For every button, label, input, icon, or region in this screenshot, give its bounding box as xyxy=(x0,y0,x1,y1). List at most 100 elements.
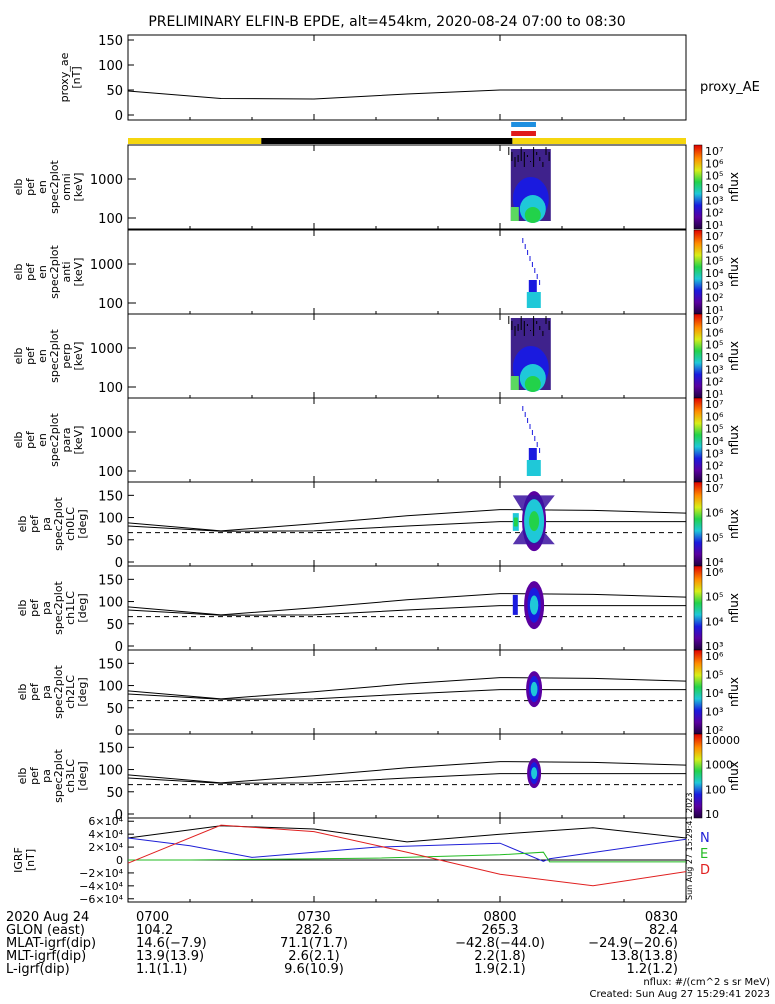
colorbar-1-tick-6: 10¹ xyxy=(705,304,723,317)
spec3-ylabel-3: spec2plot xyxy=(48,413,61,467)
spectra-panel-3-frame xyxy=(127,397,687,483)
colorbar-4-tick-2: 10⁵ xyxy=(705,531,723,544)
igrf-ylabel-0: IGRF xyxy=(12,847,25,873)
pa2-ylabel-1: pef xyxy=(28,682,41,701)
colorbars: 10⁷10⁶10⁵10⁴10³10²10¹nflux10⁷10⁶10⁵10⁴10… xyxy=(693,144,741,821)
pa0-left-green xyxy=(513,517,518,527)
colorbar-4-tick-1: 10⁶ xyxy=(705,507,724,520)
igrf-series-e xyxy=(128,851,686,863)
pa2-ylabel-5: [deg] xyxy=(76,677,89,706)
colorbar-1-tick-0: 10⁷ xyxy=(705,230,723,243)
colorbar-3-tick-6: 10¹ xyxy=(705,472,723,485)
spectra-panel-2-frame xyxy=(127,313,687,399)
pa0-ytick-label-1: 100 xyxy=(98,512,123,527)
ae-ytick-label-2: 50 xyxy=(106,84,123,99)
pa1-blob-cyan xyxy=(529,595,539,615)
colorbar-7-gradient xyxy=(693,733,703,819)
pa1-ylabel-4: ch1LC xyxy=(64,591,77,625)
colorbar-3-tick-4: 10³ xyxy=(705,447,723,460)
igrf-legend-n: N xyxy=(700,831,710,846)
footer-created: Created: Sun Aug 27 15:29:41 2023 xyxy=(590,989,770,1000)
colorbar-0-label: nflux xyxy=(727,172,741,202)
proxy-ae-line xyxy=(127,89,686,100)
pa-panel-0-frame xyxy=(127,481,687,567)
spec2-ylabel-1: pef xyxy=(24,346,37,365)
pa1-ytick-label-3: 0 xyxy=(115,640,123,655)
pa3-ylabel-5: [deg] xyxy=(76,761,89,790)
footer: 2020 Aug 24 0700 0730 0800 0830 GLON (east) 10… xyxy=(6,910,770,1000)
spec0-ylabel-4: omni xyxy=(60,173,73,200)
colorbar-5-tick-1: 10⁵ xyxy=(705,591,723,604)
spec3-ylabel-5: [keV] xyxy=(72,426,85,455)
colorbar-3-tick-1: 10⁶ xyxy=(705,410,724,423)
spectra-panel-3-data xyxy=(522,406,541,476)
footer-value-2-0: 14.6(−7.9) xyxy=(136,936,207,951)
colorbar-6-tick-2: 10⁴ xyxy=(705,687,724,700)
pa3-ytick-label-0: 150 xyxy=(98,741,123,756)
colorbar-1-tick-4: 10³ xyxy=(705,279,723,292)
ae-ylabel-1: [nT] xyxy=(70,66,83,88)
igrf-ytick-label-4: −2×10⁴ xyxy=(79,867,123,880)
spec0-ylabel-3: spec2plot xyxy=(48,160,61,214)
colorbar-7-tick-2: 100 xyxy=(705,783,726,796)
pa-panel-3-data xyxy=(527,758,542,789)
igrf-total-line xyxy=(127,825,687,843)
pa3-loss-cone-lower xyxy=(127,773,686,784)
spec3-ylabel-4: para xyxy=(60,428,73,453)
igrf-series-d xyxy=(127,824,687,887)
spec1-ylabel-4: anti xyxy=(60,261,73,282)
ae-ytick-label-3: 0 xyxy=(115,109,123,124)
colorbar-5-tick-3: 10³ xyxy=(705,640,723,653)
proxy-ae-frame xyxy=(127,34,687,121)
footer-value-0-2: 0800 xyxy=(483,910,516,925)
colorbar-2-gradient xyxy=(693,313,703,399)
pa2-loss-cone-upper xyxy=(127,677,687,700)
pa1-ytick-label-0: 150 xyxy=(98,573,123,588)
pa3-ylabel-0: elb xyxy=(16,768,29,785)
spec3-ytick-label-1: 100 xyxy=(98,465,123,480)
footer-label-0: 2020 Aug 24 xyxy=(6,910,89,925)
pa2-ylabel-3: spec2plot xyxy=(52,665,65,719)
colorbar-0-tick-0: 10⁷ xyxy=(705,145,723,158)
footer-value-0-1: 0730 xyxy=(297,910,330,925)
spec1-blob-blue xyxy=(528,280,537,292)
spec2-ylabel-2: en xyxy=(36,349,49,363)
colorbar-2-tick-2: 10⁵ xyxy=(705,339,723,352)
plot-title: PRELIMINARY ELFIN-B EPDE, alt=454km, 202… xyxy=(148,14,625,30)
pa-panel-1-frame xyxy=(127,565,687,651)
pa0-ylabel-0: elb xyxy=(16,516,29,533)
colorbar-5-label: nflux xyxy=(727,593,741,623)
colorbar-3-tick-3: 10⁴ xyxy=(705,435,724,448)
pa1-ylabel-1: pef xyxy=(28,598,41,617)
spec0-blob-green xyxy=(524,207,541,223)
pa0-ylabel-2: pa xyxy=(40,517,53,531)
orbit-bars xyxy=(128,122,686,144)
pa-panel-2-data xyxy=(526,671,543,708)
colorbar-4-label: nflux xyxy=(727,509,741,539)
pa0-ylabel-3: spec2plot xyxy=(52,497,65,551)
footer-label-2: MLAT-igrf(dip) xyxy=(6,936,96,951)
igrf-ylabel-1: [nT] xyxy=(24,849,37,871)
footer-value-4-1: 9.6(10.9) xyxy=(284,962,344,977)
pa0-loss-cone-lower xyxy=(127,521,686,532)
spec2-ylabel-3: spec2plot xyxy=(48,329,61,383)
colorbar-1-tick-1: 10⁶ xyxy=(705,242,724,255)
footer-value-0-0: 0700 xyxy=(136,910,169,925)
pa3-ylabel-1: pef xyxy=(28,766,41,785)
spec1-ylabel-5: [keV] xyxy=(72,258,85,287)
igrf-series-n xyxy=(127,837,687,862)
colorbar-0-tick-5: 10² xyxy=(705,207,723,220)
pa-panel-2-frame xyxy=(127,649,687,735)
pa1-left-strip xyxy=(512,594,518,615)
footer-value-1-2: 265.3 xyxy=(481,923,518,938)
colorbar-1-tick-3: 10⁴ xyxy=(705,267,724,280)
footer-value-2-1: 71.1(71.7) xyxy=(280,936,348,951)
colorbar-6-label: nflux xyxy=(727,677,741,707)
footer-value-1-1: 282.6 xyxy=(295,923,332,938)
spec0-ytick-label-1: 100 xyxy=(98,212,123,227)
spec3-ylabel-2: en xyxy=(36,433,49,447)
colorbar-0-tick-2: 10⁵ xyxy=(705,170,723,183)
